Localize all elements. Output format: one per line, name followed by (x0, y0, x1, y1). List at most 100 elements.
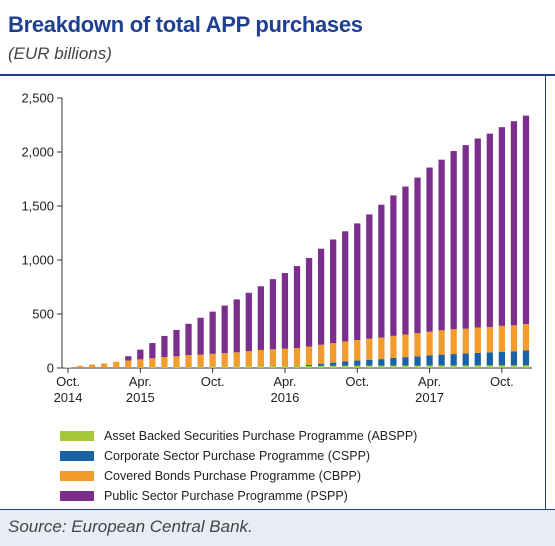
x-tick-label: 2015 (126, 390, 155, 405)
bar-segment-s0-2016-01 (245, 366, 252, 368)
bar-segment-s1-2017-12 (522, 350, 530, 366)
bar-segment-s2-2015-10 (209, 353, 216, 367)
bar-segment-s3-2015-07 (173, 329, 180, 357)
legend-label-cspp: Corporate Sector Purchase Programme (CSP… (104, 449, 371, 463)
bar-segment-s3-2016-02 (257, 286, 264, 350)
bar-segment-s3-2017-01 (390, 195, 397, 336)
bar-segment-s2-2017-10 (498, 325, 506, 352)
chart-subtitle: (EUR billions) (8, 44, 112, 63)
bar-segment-s0-2015-08 (185, 367, 192, 368)
bar-segment-s2-2016-02 (257, 349, 264, 367)
bar-segment-s0-2016-10 (354, 365, 361, 368)
bar-segment-s2-2016-11 (366, 338, 373, 360)
x-tick-label: Apr. (418, 374, 441, 389)
bar-segment-s0-2017-07 (462, 365, 469, 368)
bar-segment-s2-2015-08 (185, 355, 192, 368)
bar-segment-s1-2016-08 (330, 362, 337, 366)
bar-segment-s2-2016-08 (330, 343, 337, 363)
bar-segment-s3-2017-02 (402, 186, 409, 335)
legend-swatch-abspp (60, 431, 94, 441)
bar-segment-s0-2017-02 (402, 365, 409, 368)
source-bar (0, 510, 555, 546)
bar-segment-s2-2017-06 (450, 329, 457, 355)
bar-segment-s3-2017-10 (498, 127, 506, 326)
bar-segment-s3-2016-09 (342, 231, 349, 342)
y-tick-label: 0 (47, 361, 54, 376)
bar-segment-s0-2017-08 (474, 365, 481, 368)
bar-segment-s2-2017-09 (486, 326, 493, 353)
bar-segment-s2-2015-05 (149, 358, 156, 368)
bar-segment-s2-2017-11 (510, 325, 518, 352)
y-tick-label: 2,500 (21, 91, 54, 106)
bar-segment-s1-2016-06 (305, 364, 313, 366)
bar-segment-s0-2015-09 (197, 366, 204, 368)
bar-segment-s0-2016-11 (366, 365, 373, 368)
bar-segment-s2-2017-05 (438, 330, 445, 355)
bar-segment-s3-2017-04 (426, 167, 433, 332)
bar-segment-s3-2015-11 (221, 305, 228, 354)
bar-segment-s0-2017-06 (450, 365, 457, 368)
bar-segment-s1-2017-09 (486, 352, 493, 366)
bar-segment-s1-2017-02 (402, 357, 409, 366)
legend-swatch-cbpp (60, 471, 94, 481)
bar-segment-s3-2015-03 (125, 356, 132, 361)
bar-segment-s2-2017-03 (414, 333, 421, 357)
legend-label-pspp: Public Sector Purchase Programme (PSPP) (104, 489, 348, 503)
bar-segment-s3-2016-03 (269, 279, 277, 350)
bar-segment-s0-2015-07 (173, 367, 180, 368)
bar-segment-s2-2015-07 (173, 356, 180, 368)
bar-segment-s1-2016-10 (354, 360, 361, 366)
x-tick-label: Apr. (273, 374, 296, 389)
bar-segment-s2-2017-04 (426, 331, 433, 356)
bar-segment-s3-2016-10 (354, 223, 361, 341)
bar-segment-s2-2017-02 (402, 334, 409, 358)
bar-segment-s0-2017-05 (438, 365, 445, 368)
bar-segment-s1-2017-01 (390, 357, 397, 366)
bar-segment-s1-2016-09 (342, 361, 349, 366)
source-divider (0, 509, 555, 510)
y-tick-label: 1,500 (21, 199, 54, 214)
bar-segment-s1-2016-12 (378, 359, 385, 366)
bar-segment-s2-2016-09 (342, 341, 349, 362)
x-tick-label: Oct. (56, 374, 80, 389)
x-tick-label: Oct. (345, 374, 369, 389)
title-divider (0, 74, 555, 76)
bar-segment-s0-2016-05 (293, 365, 301, 368)
x-tick-label: Apr. (129, 374, 152, 389)
legend-swatch-pspp (60, 491, 94, 501)
legend-item-pspp: Public Sector Purchase Programme (PSPP) (60, 486, 417, 506)
bar-segment-s3-2017-11 (510, 121, 518, 326)
bar-segment-s1-2017-08 (474, 352, 481, 366)
bar-segment-s0-2015-06 (161, 367, 168, 368)
bar-segment-s3-2016-06 (305, 257, 313, 347)
bar-segment-s3-2016-07 (317, 248, 325, 345)
bar-segment-s0-2015-04 (137, 367, 144, 368)
bar-segment-s3-2017-09 (486, 133, 493, 327)
bar-segment-s2-2017-07 (462, 328, 469, 354)
bar-segment-s2-2017-08 (474, 327, 481, 353)
bar-segment-s2-2016-04 (281, 348, 289, 366)
bar-segment-s2-2014-10 (64, 367, 72, 368)
legend-item-abspp: Asset Backed Securities Purchase Program… (60, 426, 417, 446)
bar-segment-s3-2015-05 (149, 343, 156, 359)
bar-segment-s3-2017-06 (450, 151, 457, 330)
x-tick-label: 2016 (270, 390, 299, 405)
bar-segment-s0-2015-10 (209, 366, 216, 368)
bar-segment-s1-2017-06 (450, 354, 457, 366)
bar-segment-s3-2015-04 (137, 349, 144, 360)
bar-segment-s2-2016-07 (317, 344, 325, 364)
bar-segment-s0-2016-02 (257, 366, 264, 368)
bar-segment-s0-2015-11 (221, 366, 228, 368)
legend: Asset Backed Securities Purchase Program… (60, 426, 417, 506)
bar-segment-s1-2017-05 (438, 354, 445, 366)
bar-segment-s2-2016-05 (293, 348, 301, 366)
bar-segment-s0-2017-09 (486, 365, 493, 368)
bar-segment-s2-2015-11 (221, 353, 228, 367)
bar-segment-s0-2016-09 (342, 365, 349, 368)
bar-segment-s1-2017-11 (510, 351, 518, 366)
bar-segment-s0-2016-12 (378, 365, 385, 368)
legend-swatch-cspp (60, 451, 94, 461)
bar-segment-s1-2017-07 (462, 353, 469, 366)
bar-segment-s3-2017-03 (414, 177, 421, 334)
bar-segment-s0-2017-01 (390, 365, 397, 368)
